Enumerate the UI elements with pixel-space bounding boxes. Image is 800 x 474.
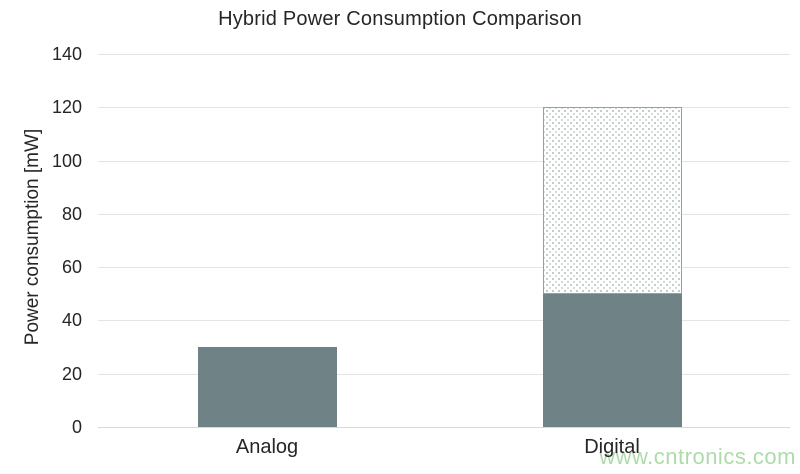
gridline-60 (98, 267, 790, 268)
gridline-40 (98, 320, 790, 321)
chart-title: Hybrid Power Consumption Comparison (218, 8, 582, 30)
bar-digital-solid-fill (542, 294, 682, 427)
x-tick-label-digital: Digital (584, 436, 640, 458)
gridline-100 (98, 161, 790, 162)
x-tick-label-analog: Analog (235, 436, 299, 458)
y-tick-label-0: 0 (71, 417, 82, 437)
y-tick-label-20: 20 (61, 364, 82, 384)
bar-digital-dotted-fill (542, 107, 682, 294)
y-tick-label-120: 120 (51, 97, 82, 117)
bar-analog-solid-fill (197, 347, 337, 427)
gridline-120 (98, 107, 790, 108)
y-tick-label-140: 140 (51, 44, 82, 64)
watermark: www.cntronics.com (599, 444, 796, 469)
gridline-20 (98, 374, 790, 375)
gridline-0 (98, 427, 790, 428)
y-tick-label-100: 100 (51, 151, 82, 171)
gridline-140 (98, 54, 790, 55)
y-tick-label-40: 40 (61, 310, 82, 330)
gridline-80 (98, 214, 790, 215)
y-tick-label-80: 80 (61, 204, 82, 224)
y-tick-label-60: 60 (61, 257, 82, 277)
